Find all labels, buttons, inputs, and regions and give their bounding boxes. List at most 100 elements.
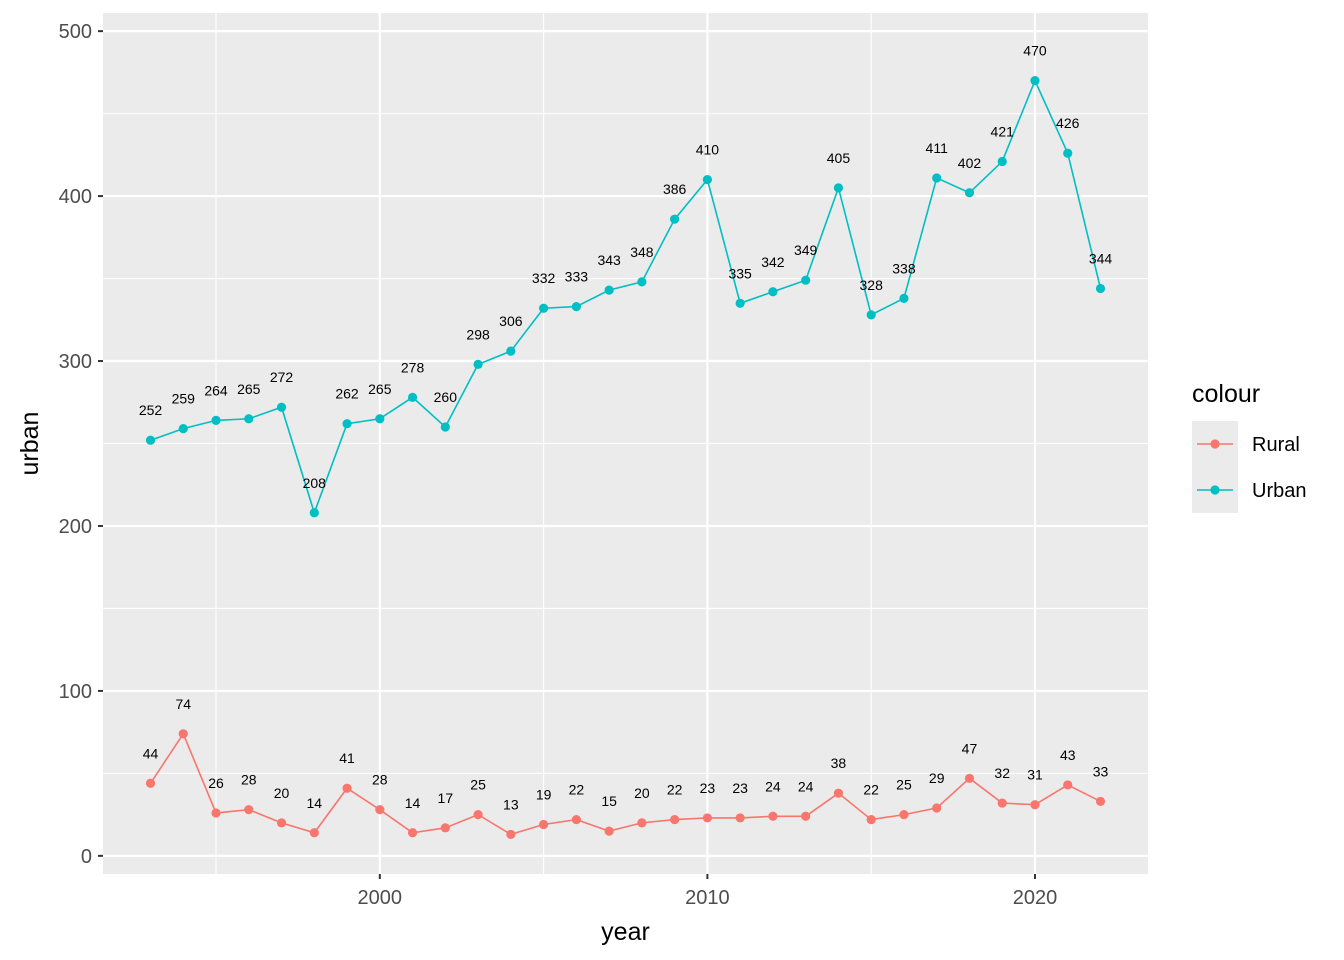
- x-tick-label: 2020: [1013, 887, 1058, 909]
- urban-data-point: [211, 415, 221, 426]
- urban-data-label: 264: [204, 382, 228, 398]
- rural-data-label: 15: [601, 793, 617, 809]
- rural-data-label: 14: [405, 795, 421, 811]
- urban-data-label: 411: [926, 140, 949, 156]
- y-tick-label: 500: [59, 21, 92, 43]
- urban-data-point: [309, 508, 319, 518]
- urban-data-label: 426: [1056, 115, 1080, 131]
- urban-data-label: 338: [892, 260, 916, 276]
- rural-data-label: 23: [732, 780, 748, 796]
- urban-data-label: 386: [663, 181, 687, 197]
- urban-data-point: [768, 287, 778, 297]
- urban-data-point: [833, 183, 844, 193]
- urban-series-line: [150, 78, 1102, 516]
- urban-data-point: [342, 419, 352, 429]
- rural-data-label: 25: [896, 777, 912, 793]
- data-labels: 44 74 26 28 20 14 41 28 14 17 25 13 19 22 15 20 22 23 23 24…: [139, 43, 1113, 813]
- minor-gridlines: [103, 13, 1148, 874]
- rural-data-point: [637, 818, 647, 828]
- rural-data-point: [145, 778, 156, 788]
- rural-data-label: 14: [307, 795, 323, 811]
- rural-data-point: [1063, 780, 1073, 790]
- urban-data-label: 328: [860, 277, 884, 293]
- rural-data-point: [997, 798, 1007, 808]
- rural-data-label: 20: [274, 785, 290, 801]
- rural-data-label: 33: [1093, 763, 1109, 779]
- urban-data-point: [866, 310, 876, 320]
- rural-data-point: [309, 828, 319, 838]
- rural-data-point: [702, 813, 712, 823]
- rural-data-point: [178, 729, 188, 739]
- major-gridlines: [103, 13, 1148, 874]
- rural-data-label: 31: [1027, 767, 1043, 783]
- rural-data-point: [1030, 800, 1040, 810]
- rural-data-point: [899, 810, 909, 820]
- urban-data-point: [375, 414, 385, 424]
- urban-data-label: 410: [696, 142, 720, 158]
- urban-data-label: 252: [139, 402, 163, 418]
- rural-data-point: [473, 810, 483, 820]
- urban-data-label: 402: [958, 155, 982, 171]
- urban-data-point: [899, 293, 909, 303]
- rural-data-label: 43: [1060, 747, 1076, 763]
- urban-data-point: [735, 298, 745, 308]
- rural-data-label: 26: [208, 775, 224, 791]
- legend-entries: Rural Urban: [1197, 434, 1306, 502]
- urban-data-point: [276, 402, 287, 412]
- x-axis-title: year: [601, 918, 650, 946]
- urban-data-point: [244, 414, 254, 424]
- urban-data-point: [407, 392, 418, 402]
- urban-data-label: 259: [172, 391, 196, 407]
- y-tick-label: 200: [59, 516, 92, 538]
- urban-data-point: [440, 422, 450, 432]
- legend-title: colour: [1192, 380, 1260, 408]
- urban-data-point: [506, 346, 516, 356]
- urban-data-point: [1063, 148, 1073, 158]
- rural-data-point: [539, 819, 549, 830]
- urban-data-point: [637, 277, 647, 287]
- y-tick-label: 100: [59, 681, 92, 703]
- urban-data-point: [571, 301, 581, 312]
- rural-data-point: [735, 813, 745, 823]
- urban-data-point: [997, 156, 1007, 167]
- rural-data-label: 25: [470, 777, 486, 793]
- rural-data-label: 32: [994, 765, 1010, 781]
- y-tick-label: 400: [59, 186, 92, 208]
- rural-data-point: [964, 773, 975, 783]
- urban-data-point: [145, 435, 156, 445]
- x-axis: 2000 2010 2020: [358, 874, 1058, 909]
- urban-data-label: 343: [597, 252, 621, 268]
- rural-data-point: [833, 788, 844, 798]
- y-tick-label: 300: [59, 351, 92, 373]
- urban-data-label: 260: [434, 389, 458, 405]
- rural-data-point: [604, 826, 614, 836]
- urban-data-label: 208: [303, 475, 327, 491]
- legend-keys-background: [1192, 421, 1238, 513]
- legend: colour Rural Urban: [1192, 380, 1306, 513]
- urban-data-point: [604, 285, 614, 295]
- urban-data-label: 333: [565, 269, 589, 285]
- rural-data-point: [932, 803, 942, 813]
- urban-data-point: [178, 424, 188, 434]
- y-tick-label: 0: [81, 846, 92, 868]
- rural-data-label: 22: [667, 782, 683, 798]
- rural-data-point: [407, 828, 418, 838]
- rural-data-label: 38: [831, 755, 847, 771]
- rural-data-label: 24: [765, 778, 781, 794]
- rural-data-label: 24: [798, 778, 814, 794]
- rural-data-label: 28: [241, 772, 257, 788]
- rural-data-point: [276, 818, 287, 828]
- rural-data-label: 41: [339, 750, 355, 766]
- rural-data-point: [506, 829, 516, 840]
- rural-data-label: 44: [143, 745, 159, 761]
- urban-data-label: 348: [630, 244, 654, 260]
- rural-data-point: [211, 808, 221, 818]
- rural-data-point: [768, 811, 778, 821]
- urban-data-label: 332: [532, 270, 556, 286]
- urban-data-label: 405: [827, 150, 851, 166]
- rural-data-point: [801, 811, 811, 821]
- rural-data-point: [440, 823, 450, 833]
- rural-data-label: 22: [569, 782, 585, 798]
- urban-data-label: 265: [368, 381, 392, 397]
